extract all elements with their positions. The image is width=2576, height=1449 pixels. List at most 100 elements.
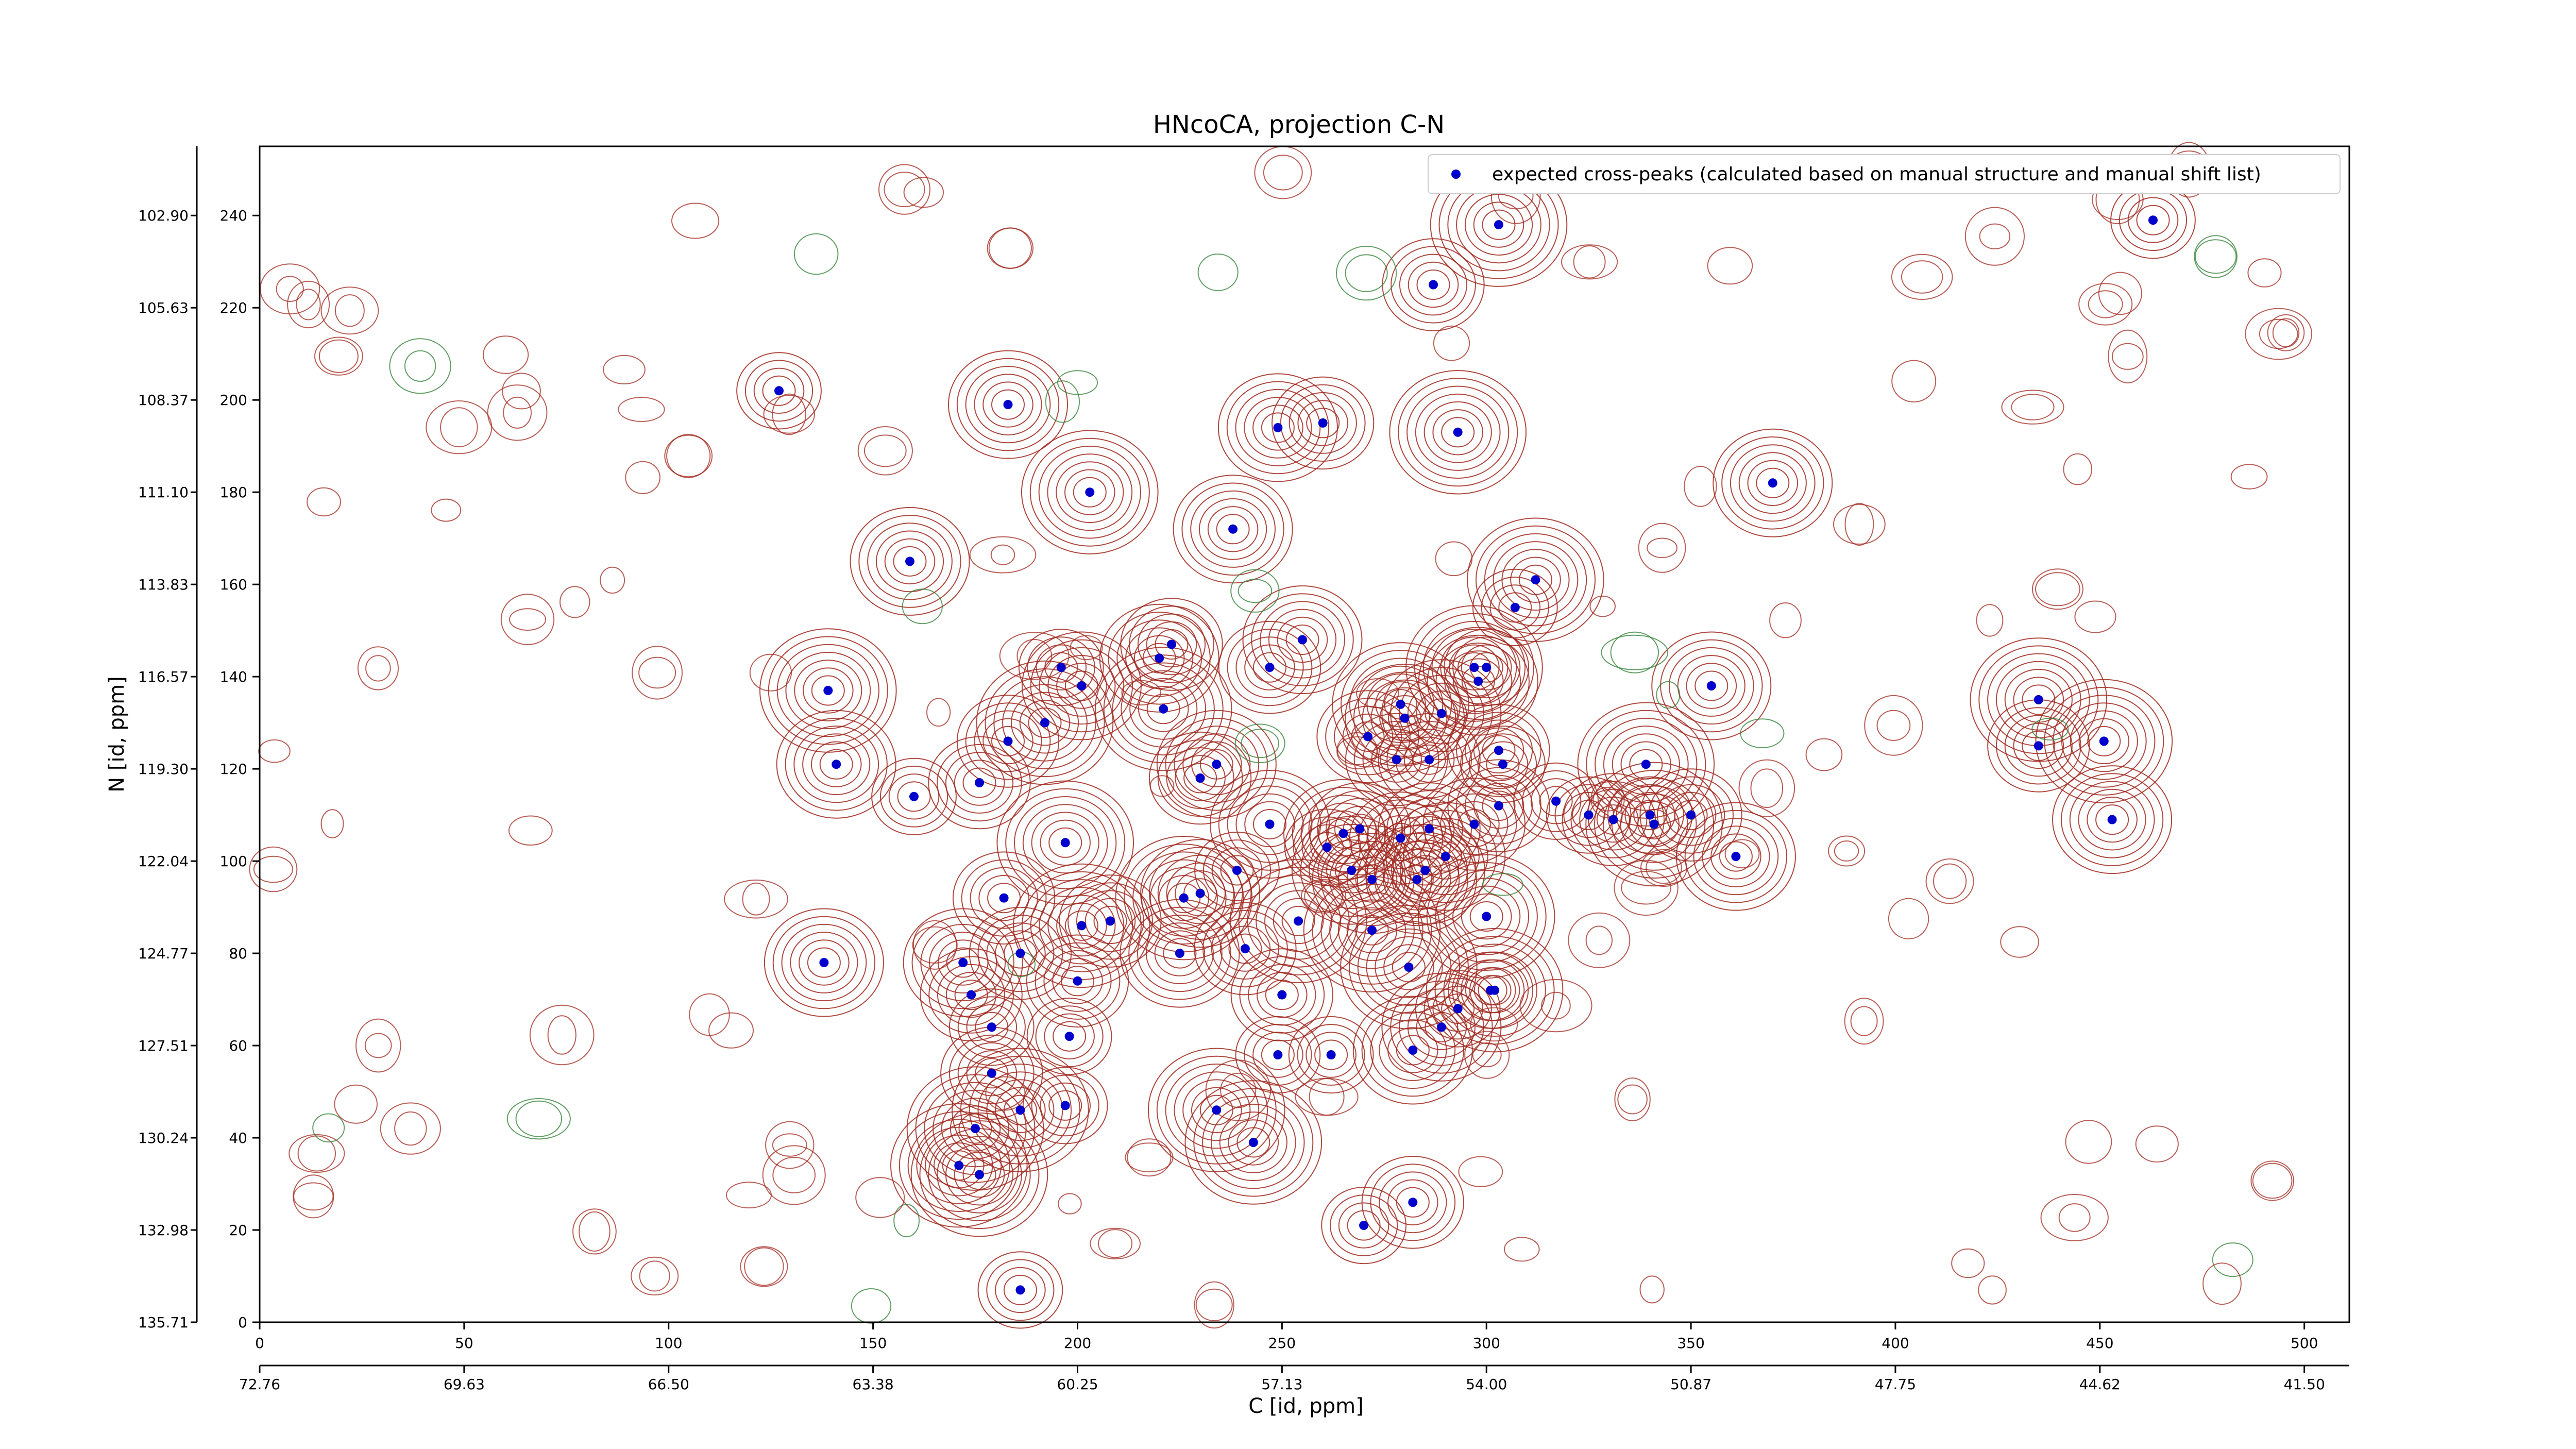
- contour-ring: [1411, 825, 1480, 887]
- peak-marker: [1060, 838, 1070, 848]
- contour-ring: [1157, 854, 1243, 932]
- contour-ring: [2061, 702, 2147, 780]
- y-tick-label: 160: [220, 576, 247, 593]
- contour-ring: [1481, 577, 1549, 638]
- noise-contour: [1864, 695, 1923, 756]
- noise-contour: [1336, 732, 1378, 769]
- contour-ring: [1554, 784, 1623, 846]
- contour-ring: [1399, 254, 1468, 316]
- contour-ring: [991, 726, 1025, 756]
- contour-ring: [1202, 1096, 1305, 1189]
- x-tick-label: 450: [2086, 1335, 2113, 1352]
- noise-contour: [893, 1204, 920, 1238]
- y-tick-label: 220: [220, 299, 247, 316]
- contour-ring: [1094, 647, 1232, 771]
- peak-marker: [1003, 400, 1013, 410]
- peak-marker: [1490, 985, 1500, 995]
- peak-marker: [1232, 866, 1242, 875]
- noise-contour: [318, 339, 359, 373]
- noise-contour: [249, 846, 298, 892]
- contour-ring: [776, 710, 896, 819]
- contour-ring: [1158, 875, 1210, 921]
- noise-contour: [2135, 1125, 2179, 1163]
- noise-contour: [560, 586, 590, 618]
- noise-contour: [772, 1157, 816, 1193]
- contour-ring: [1148, 847, 1252, 940]
- contour-ring: [1210, 1103, 1296, 1182]
- contour-ring: [996, 780, 1134, 905]
- noise-contour: [1601, 634, 1669, 670]
- chart-title: HNcoCA, projection C-N: [1153, 110, 1445, 139]
- contour-ring: [1308, 782, 1411, 875]
- contour-ring: [790, 932, 858, 993]
- contour-ring: [1633, 800, 1667, 831]
- contour-ring: [1702, 825, 1770, 887]
- contour-ring: [1469, 967, 1520, 1014]
- noise-contour: [296, 289, 321, 321]
- noise-contour: [572, 1208, 617, 1255]
- contour-ring: [1244, 644, 1295, 690]
- contour-ring: [1721, 436, 1824, 530]
- noise-contour: [1561, 244, 1618, 280]
- x-ppm-tick-label: 72.76: [239, 1376, 280, 1393]
- contour-ring: [952, 851, 1056, 945]
- contour-ring: [1347, 1210, 1381, 1241]
- contour-ring: [1183, 763, 1217, 794]
- legend: expected cross-peaks (calculated based o…: [1428, 154, 2341, 194]
- contour-ring: [1423, 978, 1492, 1040]
- contour-ring: [1375, 681, 1426, 728]
- noise-contour: [1976, 604, 2004, 637]
- peak-marker: [2033, 695, 2043, 704]
- contour-ring: [1061, 966, 1094, 997]
- peak-marker: [1363, 732, 1372, 742]
- contour-ring: [1219, 925, 1271, 972]
- noise-contour: [1617, 1084, 1648, 1115]
- contour-ring: [962, 767, 996, 798]
- contour-ring: [1452, 885, 1521, 948]
- contour-ring: [1044, 1013, 1095, 1059]
- noise-contour: [2078, 283, 2133, 326]
- noise-contour: [547, 1015, 577, 1055]
- noise-contour: [258, 739, 291, 763]
- noise-contour: [1621, 871, 1672, 905]
- contour-ring: [1686, 663, 1737, 709]
- contour-ring: [2022, 684, 2056, 715]
- contour-ring: [1407, 682, 1476, 745]
- peak-marker: [1056, 663, 1066, 672]
- noise-contour: [2230, 464, 2268, 490]
- noise-contour: [600, 566, 625, 594]
- peak-marker: [2148, 215, 2158, 225]
- contour-ring: [1235, 389, 1321, 467]
- contour-ring: [986, 1259, 1055, 1321]
- noise-contour: [878, 164, 930, 215]
- noise-contour: [1345, 254, 1388, 292]
- peak-marker: [1494, 220, 1503, 230]
- noise-contour: [508, 815, 553, 846]
- x-tick-label: 150: [859, 1335, 887, 1352]
- noise-contour: [1639, 1275, 1665, 1304]
- contour-ring: [974, 710, 1042, 772]
- contour-ring: [1461, 644, 1512, 690]
- contour-ring: [1399, 847, 1451, 894]
- contour-ring: [2004, 669, 2073, 731]
- contour-ring: [1273, 898, 1324, 945]
- noise-contour: [503, 396, 532, 429]
- contour-ring: [1579, 788, 1648, 851]
- peak-marker: [954, 1160, 964, 1170]
- noise-contour: [1263, 155, 1303, 191]
- contour-ring: [1370, 1164, 1456, 1241]
- x-ppm-tick-label: 50.87: [1670, 1376, 1711, 1393]
- contour-ring: [1306, 1032, 1357, 1078]
- contour-ring: [1416, 690, 1467, 737]
- peak-marker: [1482, 912, 1492, 921]
- y-tick-label: 140: [220, 668, 247, 685]
- peak-marker: [1498, 760, 1507, 769]
- contour-ring: [937, 964, 1006, 1026]
- contour-ring: [1329, 891, 1415, 969]
- noise-contour: [293, 1182, 334, 1211]
- noise-contour: [1833, 504, 1886, 545]
- peak-marker: [1473, 677, 1483, 686]
- y-ppm-tick-label: 122.04: [138, 853, 189, 870]
- contour-ring: [920, 948, 1023, 1041]
- contour-ring: [1211, 847, 1263, 894]
